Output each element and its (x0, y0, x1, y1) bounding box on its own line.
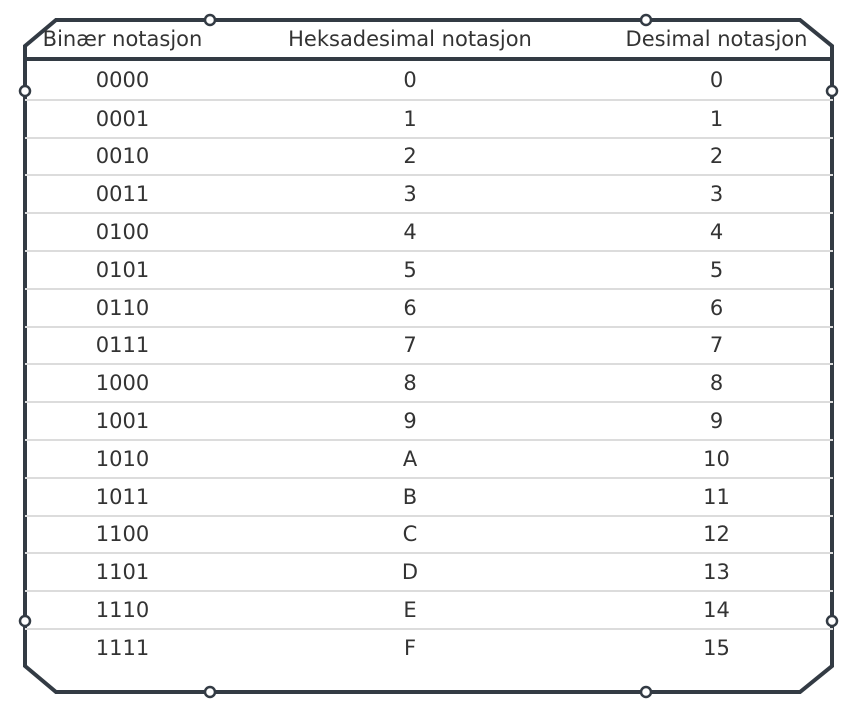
cell-hex: 2 (403, 144, 417, 169)
cell-binary: 1111 (95, 635, 150, 660)
header-hex: Heksadesimal notasjon (288, 26, 532, 51)
header-binary: Binær notasjon (42, 26, 203, 51)
cell-hex: 8 (403, 371, 417, 396)
cell-binary: 0101 (95, 257, 150, 282)
cell-hex: 4 (403, 220, 417, 245)
cell-hex: B (402, 484, 418, 509)
cell-binary: 0010 (95, 144, 150, 169)
table-row: 1110 E 14 (25, 590, 833, 628)
cell-binary: 1110 (95, 598, 150, 623)
cell-decimal: 2 (709, 144, 724, 169)
cell-binary: 0000 (95, 67, 150, 92)
cell-decimal: 13 (703, 560, 730, 585)
table-row: 0101 5 5 (25, 249, 833, 288)
cell-decimal: 9 (709, 409, 724, 434)
frame-node-right-upper (825, 84, 839, 98)
cell-binary: 1101 (95, 560, 150, 585)
table-row: 0100 4 4 (25, 212, 833, 250)
cell-binary: 0111 (95, 333, 150, 358)
cell-binary: 1010 (95, 446, 150, 471)
header-decimal: Desimal notasjon (625, 26, 808, 51)
table-row: 1011 B 11 (25, 476, 833, 515)
cell-binary: 0001 (95, 106, 150, 131)
cell-binary: 1001 (95, 409, 150, 434)
table-row: 0001 1 1 (25, 98, 833, 137)
cell-binary: 1100 (95, 522, 150, 547)
cell-binary: 1011 (95, 484, 150, 509)
cell-decimal: 7 (709, 333, 724, 358)
table-row: 0110 6 6 (25, 287, 833, 326)
table-row: 0000 0 0 (25, 61, 833, 99)
cell-hex: 0 (403, 67, 417, 92)
cell-decimal: 0 (709, 67, 724, 92)
cell-hex: 6 (403, 295, 417, 320)
table-row: 1111 F 15 (25, 627, 833, 666)
cell-hex: E (403, 598, 417, 623)
cell-hex: 1 (403, 106, 417, 131)
frame-node-top-left (203, 13, 217, 27)
frame-outline (23, 18, 834, 694)
cell-binary: 0110 (95, 295, 150, 320)
cell-decimal: 10 (703, 446, 730, 471)
table-row: 1010 A 10 (25, 438, 833, 477)
frame-node-left-upper (18, 84, 32, 98)
table-row: 1101 D 13 (25, 552, 833, 590)
cell-hex: 7 (403, 333, 417, 358)
frame-node-top-right (639, 13, 653, 27)
table-row: 1100 C 12 (25, 514, 833, 553)
cell-decimal: 3 (709, 182, 724, 207)
cell-hex: C (402, 522, 418, 547)
cell-hex: 5 (403, 257, 417, 282)
cell-hex: A (402, 446, 418, 471)
cell-decimal: 6 (709, 295, 724, 320)
frame-node-left-lower (18, 614, 32, 628)
cell-binary: 1000 (95, 371, 150, 396)
table-body: 0000 0 0 0001 1 1 0010 2 2 0011 3 3 0100 4 4 0101 5 5 0110… (25, 61, 833, 666)
cell-hex: 9 (403, 409, 417, 434)
cell-binary: 0011 (95, 182, 150, 207)
cell-decimal: 8 (709, 371, 724, 396)
cell-decimal: 1 (709, 106, 724, 131)
table-header: Binær notasjon Heksadesimal notasjon Des… (25, 20, 833, 57)
cell-decimal: 11 (703, 484, 730, 509)
cell-hex: 3 (403, 182, 417, 207)
frame-node-right-lower (825, 614, 839, 628)
table-row: 0111 7 7 (25, 325, 833, 364)
cell-decimal: 5 (709, 257, 724, 282)
table-row: 1000 8 8 (25, 363, 833, 401)
cell-hex: F (403, 635, 417, 660)
cell-decimal: 12 (703, 522, 730, 547)
header-divider (25, 57, 833, 61)
frame-node-bottom-left (203, 685, 217, 699)
cell-binary: 0100 (95, 220, 150, 245)
table-row: 0010 2 2 (25, 136, 833, 175)
cell-hex: D (401, 560, 419, 585)
cell-decimal: 4 (709, 220, 724, 245)
conversion-table: Binær notasjon Heksadesimal notasjon Des… (25, 20, 833, 666)
table-row: 1001 9 9 (25, 401, 833, 439)
cell-decimal: 15 (703, 635, 730, 660)
frame-node-bottom-right (639, 685, 653, 699)
cell-decimal: 14 (703, 598, 730, 623)
table-row: 0011 3 3 (25, 174, 833, 212)
